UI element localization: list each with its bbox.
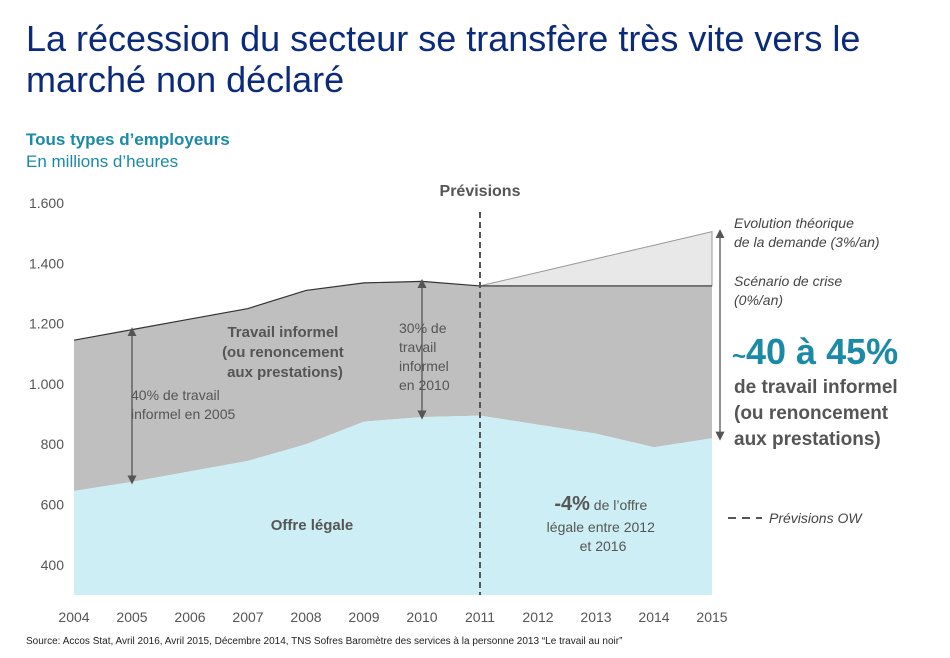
informal-line [73,280,712,341]
x-tick-label: 2014 [638,609,669,625]
x-tick-label: 2008 [290,609,321,625]
page-title: La récession du secteur se transfère trè… [26,18,861,100]
note-2005: 40% de travail informel en 2005 [131,387,236,422]
informal-label-line-1: Travail informel [227,324,338,341]
y-tick-label: 800 [41,436,65,452]
note-2010-line-3: informel [399,358,449,374]
source-note: Source: Accos Stat, Avril 2016, Avril 20… [26,636,623,647]
drop-annotation: -4% de l’offre légale entre 2012 et 2016 [547,493,660,554]
legend-dash-label: Prévisions OW [769,510,862,526]
demand-label: Evolution théorique de la demande (3%/an) [734,215,880,250]
forecast-label: Prévisions [440,183,521,200]
y-tick-label: 1.400 [29,255,64,271]
drop-text-line-2: légale entre 2012 [547,519,655,535]
chart-unit: En millions d’heures [26,152,179,171]
x-tick-label: 2004 [58,609,89,625]
note-2010-line-1: 30% de [399,320,447,336]
x-tick-label: 2005 [116,609,147,625]
y-tick-label: 600 [41,497,65,513]
pct-highlight: ~40 à 45% [732,332,898,377]
legal-label: Offre légale [271,517,354,534]
x-tick-label: 2009 [348,609,379,625]
informal-area [74,281,712,491]
informal-label-line-2: (ou renoncement [222,344,344,361]
informal-label-line-3: aux prestations) [227,364,343,381]
y-tick-label: 400 [41,557,65,573]
x-tick-label: 2007 [232,609,263,625]
x-tick-label: 2006 [174,609,205,625]
x-tick-label: 2011 [465,609,495,625]
x-tick-label: 2013 [580,609,611,625]
x-tick-label: 2010 [406,609,437,625]
y-tick-label: 1.000 [29,376,64,392]
demand-area [479,231,713,287]
x-tick-label: 2015 [696,609,727,625]
crisis-label: Scénario de crise (0%/an) [734,273,843,308]
chart-subtitle: Tous types d’employeurs [26,130,230,149]
pct-description: de travail informel (ou renoncement aux pr… [734,377,898,450]
y-tick-label: 1.200 [29,316,64,332]
drop-text-line-1: de l’offre [590,497,648,513]
note-2010-line-2: travail [399,339,436,355]
y-tick-label: 1.600 [29,195,64,211]
note-2005-line-2: informel en 2005 [131,406,236,422]
note-2010-line-4: en 2010 [399,377,450,393]
drop-text-line-3: et 2016 [580,538,627,554]
pct-tilde: ~ [732,343,747,370]
informal-label: Travail informel (ou renoncement aux pre… [222,324,348,381]
drop-value: -4% [554,493,590,515]
pct-value: 40 à 45% [746,331,899,372]
legal-area [74,415,712,595]
note-2005-line-1: 40% de travail [131,387,220,403]
note-2010: 30% de travail informel en 2010 [399,320,453,393]
x-tick-label: 2012 [522,609,553,625]
